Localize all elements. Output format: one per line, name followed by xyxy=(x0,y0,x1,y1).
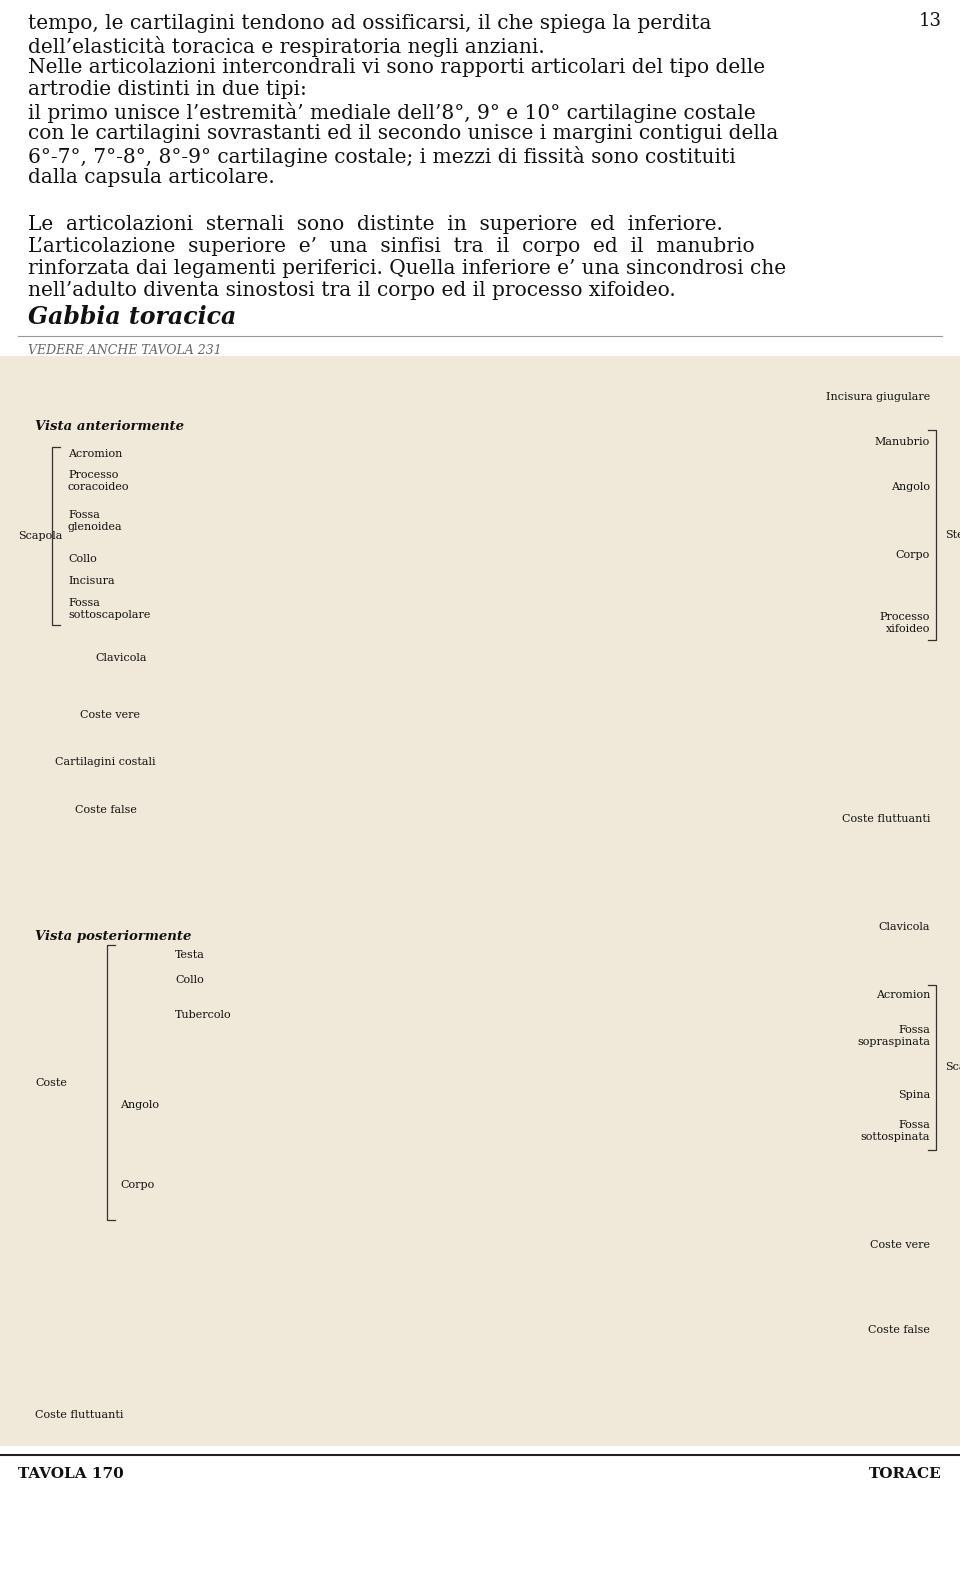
Text: dalla capsula articolare.: dalla capsula articolare. xyxy=(28,167,275,186)
Text: Coste fluttuanti: Coste fluttuanti xyxy=(35,1410,124,1419)
FancyBboxPatch shape xyxy=(0,886,960,1446)
Text: tempo, le cartilagini tendono ad ossificarsi, il che spiega la perdita: tempo, le cartilagini tendono ad ossific… xyxy=(28,14,711,33)
Text: Corpo: Corpo xyxy=(120,1180,155,1190)
Text: Acromion: Acromion xyxy=(876,989,930,1000)
Text: dell’elasticità toracica e respiratoria negli anziani.: dell’elasticità toracica e respiratoria … xyxy=(28,37,544,57)
Text: Gabbia toracica: Gabbia toracica xyxy=(28,304,236,330)
Text: Coste false: Coste false xyxy=(75,804,137,816)
Text: 6°-7°, 7°-8°, 8°-9° cartilagine costale; i mezzi di fissità sono costituiti: 6°-7°, 7°-8°, 8°-9° cartilagine costale;… xyxy=(28,147,735,167)
Text: Fossa: Fossa xyxy=(899,1120,930,1129)
Text: Clavicola: Clavicola xyxy=(878,922,930,932)
Text: Clavicola: Clavicola xyxy=(95,653,147,663)
Text: Coste vere: Coste vere xyxy=(80,710,140,720)
Text: nell’adulto diventa sinostosi tra il corpo ed il processo xifoideo.: nell’adulto diventa sinostosi tra il cor… xyxy=(28,280,676,299)
Text: Processo: Processo xyxy=(68,470,118,479)
Text: sottospinata: sottospinata xyxy=(860,1133,930,1142)
Text: Manubrio: Manubrio xyxy=(875,436,930,448)
Text: Scapola: Scapola xyxy=(945,1063,960,1072)
Text: Sterno: Sterno xyxy=(945,530,960,540)
Text: Vista posteriormente: Vista posteriormente xyxy=(35,930,191,943)
Text: Collo: Collo xyxy=(175,975,204,984)
Text: Le  articolazioni  sternali  sono  distinte  in  superiore  ed  inferiore.: Le articolazioni sternali sono distinte … xyxy=(28,215,723,234)
Text: il primo unisce l’estremità’ mediale dell’8°, 9° e 10° cartilagine costale: il primo unisce l’estremità’ mediale del… xyxy=(28,102,756,123)
Text: 13: 13 xyxy=(919,13,942,30)
Text: xifoideo: xifoideo xyxy=(886,624,930,634)
Text: Incisura: Incisura xyxy=(68,577,114,586)
Text: Tubercolo: Tubercolo xyxy=(175,1010,231,1020)
Text: Coste vere: Coste vere xyxy=(870,1239,930,1251)
Text: Nelle articolazioni intercondrali vi sono rapporti articolari del tipo delle: Nelle articolazioni intercondrali vi son… xyxy=(28,57,765,76)
Text: TORACE: TORACE xyxy=(869,1467,942,1481)
Text: glenoidea: glenoidea xyxy=(68,523,123,532)
Text: coracoideo: coracoideo xyxy=(68,483,130,492)
Text: Incisura giugulare: Incisura giugulare xyxy=(826,392,930,401)
Text: Vista anteriormente: Vista anteriormente xyxy=(35,421,184,433)
Text: Spina: Spina xyxy=(898,1090,930,1101)
FancyBboxPatch shape xyxy=(0,355,960,886)
Text: sottoscapolare: sottoscapolare xyxy=(68,610,151,620)
Text: rinforzata dai legamenti periferici. Quella inferiore e’ una sincondrosi che: rinforzata dai legamenti periferici. Que… xyxy=(28,260,786,279)
Text: Coste: Coste xyxy=(35,1077,67,1088)
Text: Testa: Testa xyxy=(175,949,204,961)
Text: Corpo: Corpo xyxy=(896,550,930,561)
Text: sopraspinata: sopraspinata xyxy=(857,1037,930,1047)
Text: Scapola: Scapola xyxy=(18,530,62,542)
Text: Fossa: Fossa xyxy=(899,1024,930,1035)
Text: Collo: Collo xyxy=(68,554,97,564)
Text: Cartilagini costali: Cartilagini costali xyxy=(55,757,156,766)
Text: Acromion: Acromion xyxy=(68,449,122,459)
Text: Coste false: Coste false xyxy=(868,1325,930,1335)
Text: Coste fluttuanti: Coste fluttuanti xyxy=(842,814,930,824)
Text: TAVOLA 170: TAVOLA 170 xyxy=(18,1467,124,1481)
Text: Fossa: Fossa xyxy=(68,597,100,609)
Text: Angolo: Angolo xyxy=(891,483,930,492)
Text: Angolo: Angolo xyxy=(120,1101,159,1110)
Text: con le cartilagini sovrastanti ed il secondo unisce i margini contigui della: con le cartilagini sovrastanti ed il sec… xyxy=(28,124,779,143)
Text: VEDERE ANCHE TAVOLA 231: VEDERE ANCHE TAVOLA 231 xyxy=(28,344,222,357)
Text: Fossa: Fossa xyxy=(68,510,100,519)
Text: L’articolazione  superiore  e’  una  sinfisi  tra  il  corpo  ed  il  manubrio: L’articolazione superiore e’ una sinfisi… xyxy=(28,237,755,256)
Text: Processo: Processo xyxy=(879,612,930,621)
Text: artrodie distinti in due tipi:: artrodie distinti in due tipi: xyxy=(28,80,307,99)
